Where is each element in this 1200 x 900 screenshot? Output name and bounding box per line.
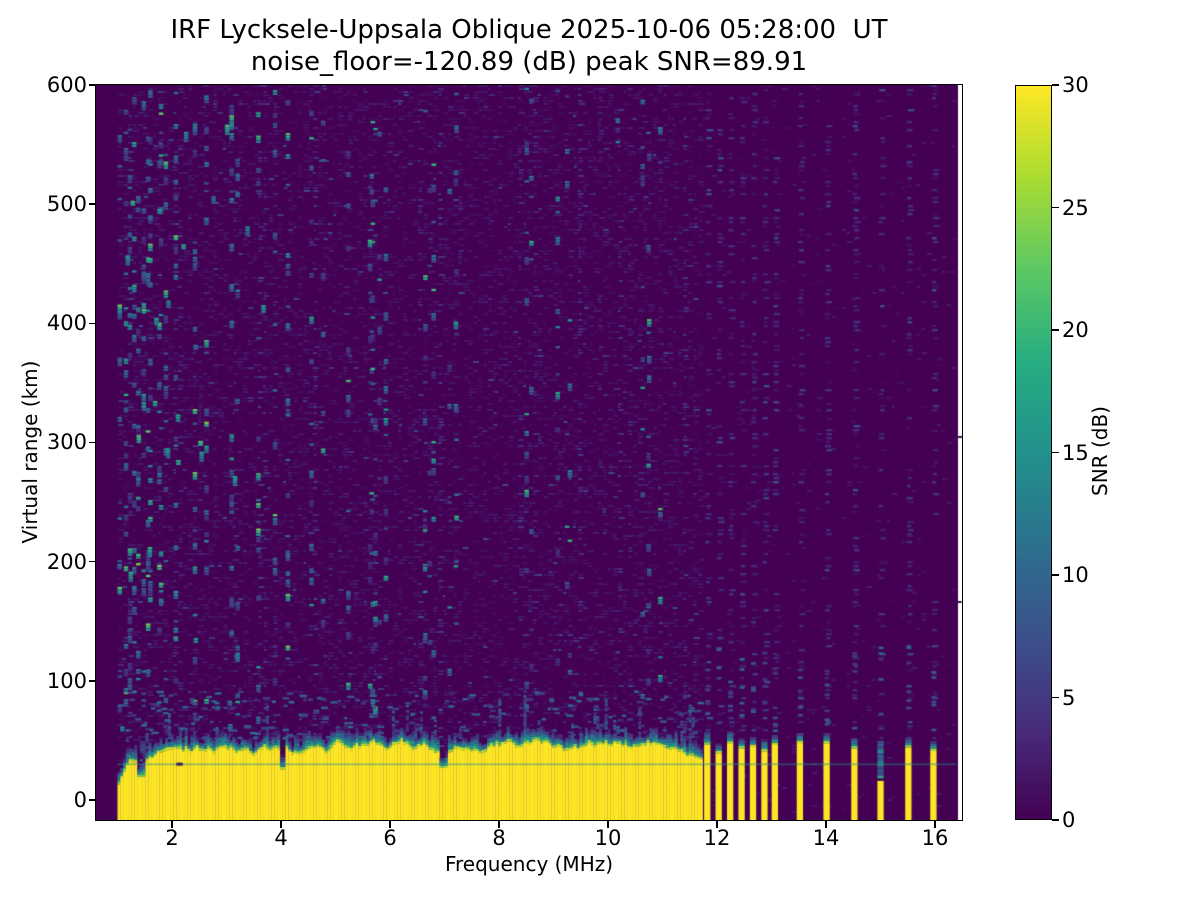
y-tick-label: 200	[46, 549, 87, 574]
tick-mark	[280, 821, 282, 828]
y-tick-label: 300	[46, 430, 87, 455]
x-tick-label: 6	[383, 826, 397, 850]
colorbar-tick-label: 5	[1062, 685, 1076, 710]
tick-mark	[89, 84, 96, 86]
tick-mark	[89, 560, 96, 563]
tick-mark	[1052, 819, 1059, 821]
x-tick-label: 14	[812, 826, 840, 850]
y-tick-label: 600	[46, 72, 87, 97]
tick-mark	[1052, 329, 1059, 331]
tick-mark	[716, 821, 718, 828]
colorbar-tick-label: 0	[1062, 808, 1076, 832]
tick-mark	[1052, 451, 1059, 454]
colorbar-tick-label: 30	[1062, 73, 1089, 97]
tick-mark	[607, 821, 609, 828]
y-tick-label: 100	[46, 668, 87, 693]
tick-mark	[934, 821, 936, 828]
tick-mark	[1052, 574, 1059, 576]
x-tick-label: 2	[165, 826, 179, 850]
x-tick-label: 8	[492, 826, 506, 850]
x-tick-label: 16	[921, 826, 949, 850]
tick-mark	[89, 680, 96, 682]
y-axis-label: Virtual range (km)	[18, 360, 42, 544]
tick-mark	[89, 799, 96, 801]
y-tick-label: 500	[46, 192, 87, 217]
colorbar-label: SNR (dB)	[1088, 406, 1112, 496]
tick-mark	[1052, 696, 1059, 699]
y-tick-label: 0	[73, 788, 87, 812]
x-tick-label: 4	[274, 826, 288, 850]
tick-mark	[1052, 206, 1059, 209]
y-tick-label: 400	[46, 311, 87, 336]
colorbar	[1015, 85, 1052, 820]
chart-title-line1: IRF Lycksele-Uppsala Oblique 2025-10-06 …	[170, 15, 888, 45]
ionogram-heatmap	[96, 85, 962, 820]
tick-mark	[89, 203, 96, 205]
tick-mark	[498, 821, 500, 828]
x-axis-label: Frequency (MHz)	[444, 852, 614, 876]
colorbar-tick-label: 15	[1062, 440, 1089, 465]
tick-mark	[389, 821, 391, 828]
x-tick-label: 12	[703, 826, 731, 850]
colorbar-tick-label: 10	[1062, 563, 1089, 587]
tick-mark	[171, 821, 173, 828]
x-tick-label: 10	[594, 826, 622, 850]
colorbar-tick-label: 20	[1062, 318, 1089, 342]
colorbar-tick-label: 25	[1062, 195, 1089, 220]
tick-mark	[1052, 84, 1059, 86]
tick-mark	[89, 322, 96, 325]
tick-mark	[825, 821, 827, 828]
tick-mark	[89, 441, 96, 444]
chart-title-line2: noise_floor=-120.89 (dB) peak SNR=89.91	[250, 47, 808, 77]
